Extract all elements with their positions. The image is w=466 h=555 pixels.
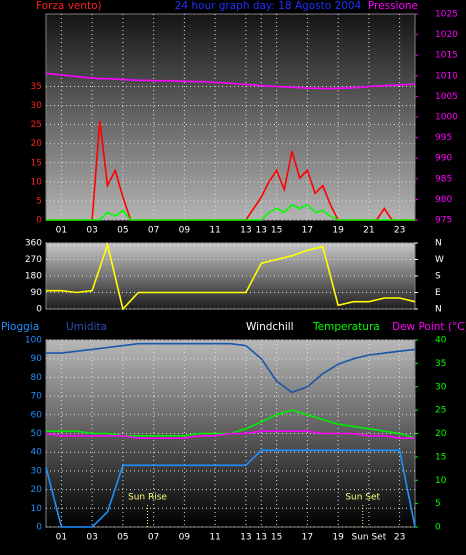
- series-line: [46, 203, 415, 221]
- y2-tick-label: 10: [435, 476, 447, 486]
- y-tick-label: 50: [31, 429, 43, 439]
- x-tick-label: 03: [86, 226, 97, 236]
- pressure-label: Pressione: [368, 0, 418, 12]
- y2-tick-label: 1005: [435, 92, 458, 102]
- wind-label: Forza vento): [36, 0, 102, 12]
- series-line: [46, 342, 416, 394]
- y2-tick-label: W: [435, 255, 444, 265]
- y-tick-label: 0: [36, 216, 42, 226]
- y2-tick-label: 5: [435, 499, 441, 509]
- y-tick-label: 40: [31, 448, 43, 458]
- x-tick-label: 13: [256, 226, 267, 236]
- y2-tick-label: E: [435, 288, 441, 298]
- y-tick-label: 90: [31, 288, 43, 298]
- x-tick-label: 11: [209, 533, 220, 543]
- x-tick-label: 09: [179, 533, 191, 543]
- series-line: [45, 449, 416, 528]
- y-tick-label: 35: [31, 82, 42, 92]
- y2-tick-label: 40: [435, 336, 447, 346]
- x-tick-label: 13: [240, 533, 251, 543]
- x-tick-label: 21: [363, 226, 374, 236]
- y-tick-label: 25: [31, 120, 42, 130]
- humidity-label: Umidita: [66, 321, 107, 333]
- x-tick-label: 19: [332, 226, 344, 236]
- x-tick-label: 17: [302, 533, 313, 543]
- series-line: [45, 72, 416, 90]
- y2-tick-label: 1015: [435, 51, 458, 61]
- temperature-label: Temperatura: [312, 321, 380, 333]
- plot-area: [45, 13, 416, 221]
- y-tick-label: 10: [31, 177, 43, 187]
- chart-title: 24 hour graph day: 18 Agosto 2004: [175, 0, 362, 12]
- y-tick-label: 0: [36, 305, 42, 315]
- y-tick-label: 100: [25, 336, 42, 346]
- y2-tick-label: 1000: [435, 113, 458, 123]
- x-tick-label: 11: [209, 226, 220, 236]
- y2-tick-label: 985: [435, 174, 452, 184]
- x-tick-label: 05: [117, 226, 128, 236]
- y-tick-label: 80: [31, 373, 43, 383]
- y-tick-label: 360: [25, 239, 42, 249]
- windchill-label: Windchill: [246, 321, 294, 333]
- y2-tick-label: 1025: [435, 10, 458, 20]
- x-tick-label: 13: [240, 226, 251, 236]
- x-tick-label: 17: [302, 226, 313, 236]
- y2-tick-label: 0: [435, 523, 441, 533]
- rain-label: Pioggia: [1, 321, 39, 333]
- x-tick-label: 01: [56, 226, 67, 236]
- y-tick-label: 10: [31, 504, 43, 514]
- y-tick-label: 15: [31, 158, 42, 168]
- y2-tick-label: 1010: [435, 71, 458, 81]
- x-tick-label: 23: [394, 226, 405, 236]
- y-tick-label: 5: [36, 196, 42, 206]
- y2-tick-label: 25: [435, 406, 446, 416]
- y-tick-label: 0: [36, 523, 42, 533]
- y2-tick-label: 975: [435, 216, 452, 226]
- x-tick-label: Sun Set: [351, 533, 386, 543]
- y2-tick-label: 30: [435, 382, 447, 392]
- x-tick-label: 15: [271, 533, 282, 543]
- y2-tick-label: 1020: [435, 30, 458, 40]
- x-tick-label: 07: [148, 226, 159, 236]
- y-tick-label: 70: [31, 392, 43, 402]
- dewpoint-label: Dew Point (°C): [392, 321, 466, 333]
- x-tick-label: 15: [271, 226, 282, 236]
- y2-tick-label: 15: [435, 452, 446, 462]
- y2-tick-label: S: [435, 272, 441, 282]
- x-tick-label: 09: [179, 226, 191, 236]
- annotation: Sun Rise: [128, 493, 167, 503]
- y2-tick-label: 990: [435, 154, 452, 164]
- x-tick-label: 23: [394, 533, 405, 543]
- y2-tick-label: 20: [435, 429, 447, 439]
- y2-tick-label: 995: [435, 133, 452, 143]
- x-tick-label: 05: [117, 533, 128, 543]
- y2-tick-label: N: [435, 305, 442, 315]
- x-tick-label: 07: [148, 533, 159, 543]
- y2-tick-label: 980: [435, 195, 452, 205]
- series-line: [46, 241, 416, 311]
- y-tick-label: 20: [31, 139, 43, 149]
- annotation: Sun Set: [345, 493, 380, 503]
- series-line: [45, 430, 415, 439]
- y2-tick-label: N: [435, 239, 442, 249]
- y-tick-label: 270: [25, 255, 42, 265]
- x-tick-label: 13: [256, 533, 267, 543]
- x-tick-label: 01: [56, 533, 67, 543]
- x-tick-label: 03: [86, 533, 97, 543]
- y2-tick-label: 35: [435, 359, 446, 369]
- x-tick-label: 19: [332, 533, 344, 543]
- y-tick-label: 30: [31, 101, 43, 111]
- y-tick-label: 30: [31, 466, 43, 476]
- y-tick-label: 180: [25, 272, 42, 282]
- y-tick-label: 20: [31, 485, 43, 495]
- y-tick-label: 90: [31, 354, 43, 364]
- y-tick-label: 60: [31, 410, 43, 420]
